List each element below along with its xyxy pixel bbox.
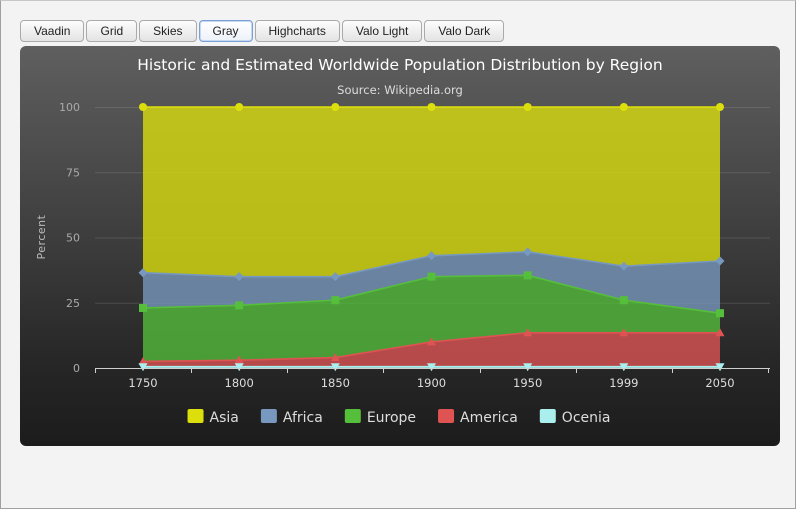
x-tick-label: 1850 — [321, 376, 350, 390]
marker-asia-2050[interactable] — [716, 103, 724, 111]
x-tick-label: 1999 — [609, 376, 638, 390]
marker-africa-1750[interactable] — [138, 268, 148, 278]
marker-ocenia-1999[interactable] — [619, 363, 629, 372]
legend: Asia Africa Europe America Ocenia — [187, 409, 611, 426]
y-axis-title: Percent — [35, 214, 48, 259]
marker-africa-1999[interactable] — [619, 261, 629, 271]
data-markers — [138, 103, 725, 372]
marker-ocenia-1850[interactable] — [330, 363, 340, 372]
legend-item-europe[interactable]: Europe — [344, 409, 416, 426]
marker-europe-1850[interactable] — [331, 296, 340, 305]
stacked-areas — [142, 106, 721, 368]
legend-label: Ocenia — [562, 410, 611, 426]
x-axis-ticks: 1750 1800 1850 1900 1950 1999 2050 — [95, 368, 769, 390]
marker-europe-1800[interactable] — [235, 301, 244, 310]
legend-swatch — [187, 409, 204, 423]
chart-panel: Historic and Estimated Worldwide Populat… — [20, 46, 780, 446]
theme-button-gray[interactable]: Gray — [198, 20, 253, 42]
theme-button-valo-dark[interactable]: Valo Dark — [424, 20, 505, 42]
x-tick-label: 1750 — [128, 376, 157, 390]
marker-asia-1900[interactable] — [427, 103, 436, 111]
y-tick-label: 100 — [59, 101, 80, 114]
marker-africa-2050[interactable] — [715, 256, 725, 266]
theme-selector-bar: Vaadin Grid Skies Gray Highcharts Valo L… — [20, 20, 505, 42]
marker-africa-1900[interactable] — [427, 251, 436, 261]
legend-swatch — [438, 409, 455, 423]
y-tick-label: 75 — [66, 166, 80, 179]
legend-item-asia[interactable]: Asia — [187, 409, 239, 426]
area-europe — [143, 275, 720, 362]
marker-ocenia-1750[interactable] — [138, 363, 148, 372]
marker-america-1900[interactable] — [427, 337, 436, 346]
marker-america-2050[interactable] — [715, 328, 725, 337]
marker-europe-1950[interactable] — [523, 271, 532, 280]
marker-asia-1800[interactable] — [235, 103, 244, 111]
area-america — [143, 332, 720, 367]
theme-button-highcharts[interactable]: Highcharts — [254, 20, 340, 42]
population-area-chart: Historic and Estimated Worldwide Populat… — [35, 56, 770, 426]
marker-america-1950[interactable] — [523, 328, 533, 337]
theme-button-grid[interactable]: Grid — [86, 20, 138, 42]
y-tick-label: 50 — [66, 232, 80, 245]
marker-america-1750[interactable] — [138, 356, 148, 365]
marker-america-1800[interactable] — [234, 355, 244, 364]
y-tick-label: 25 — [66, 297, 80, 310]
marker-ocenia-2050[interactable] — [715, 363, 725, 372]
chart-subtitle: Source: Wikipedia.org — [337, 83, 463, 97]
marker-africa-1850[interactable] — [330, 272, 340, 282]
theme-button-vaadin[interactable]: Vaadin — [20, 20, 85, 42]
legend-label: Asia — [210, 410, 239, 426]
legend-swatch — [539, 409, 556, 423]
marker-asia-1999[interactable] — [619, 103, 628, 111]
marker-america-1999[interactable] — [619, 328, 629, 337]
marker-africa-1800[interactable] — [234, 272, 244, 282]
marker-europe-1999[interactable] — [619, 296, 628, 305]
x-tick-label: 1800 — [225, 376, 254, 390]
theme-button-valo-light[interactable]: Valo Light — [341, 20, 423, 42]
marker-asia-1950[interactable] — [523, 103, 532, 111]
area-asia — [143, 107, 720, 277]
legend-swatch — [344, 409, 361, 423]
legend-label: Europe — [367, 410, 416, 426]
marker-america-1850[interactable] — [330, 353, 340, 362]
legend-item-africa[interactable]: Africa — [260, 409, 323, 426]
marker-africa-1950[interactable] — [523, 247, 533, 257]
marker-ocenia-1800[interactable] — [234, 363, 244, 372]
x-tick-label: 1900 — [417, 376, 446, 390]
chart-title: Historic and Estimated Worldwide Populat… — [137, 56, 662, 74]
marker-asia-1750[interactable] — [139, 103, 147, 111]
y-axis-ticks: 0 25 50 75 100 — [59, 101, 80, 375]
legend-swatch — [260, 409, 277, 423]
marker-asia-1850[interactable] — [331, 103, 340, 111]
legend-item-america[interactable]: America — [438, 409, 518, 426]
area-africa — [143, 251, 720, 314]
marker-ocenia-1900[interactable] — [427, 363, 436, 372]
marker-europe-1750[interactable] — [139, 303, 147, 312]
theme-button-skies[interactable]: Skies — [139, 20, 197, 42]
marker-europe-2050[interactable] — [716, 309, 724, 318]
marker-ocenia-1950[interactable] — [523, 363, 533, 372]
legend-item-ocenia[interactable]: Ocenia — [539, 409, 611, 426]
x-tick-label: 1950 — [513, 376, 542, 390]
marker-europe-1900[interactable] — [427, 272, 436, 281]
x-tick-label: 2050 — [705, 376, 734, 390]
y-tick-label: 0 — [73, 362, 80, 375]
legend-label: America — [460, 410, 518, 426]
legend-label: Africa — [283, 410, 323, 426]
